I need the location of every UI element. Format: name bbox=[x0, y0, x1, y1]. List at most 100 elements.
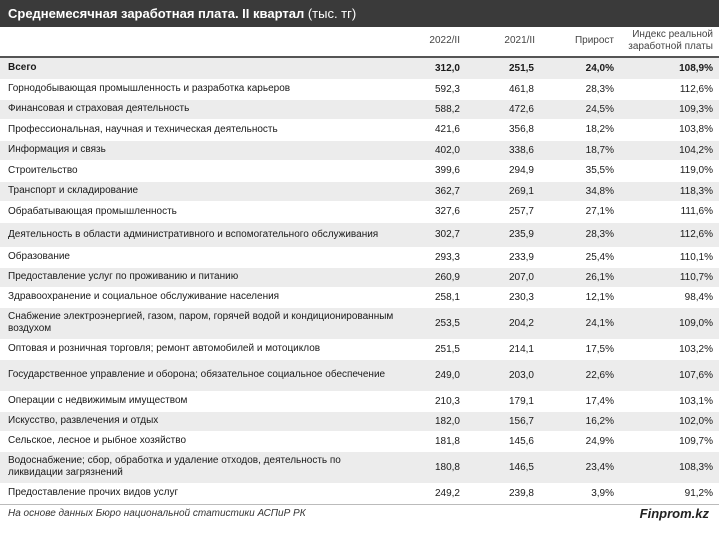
table-title: Среднемесячная заработная плата. II квар… bbox=[0, 0, 719, 27]
real-wage-index-cell: 112,6% bbox=[620, 79, 719, 100]
real-wage-index-cell: 103,1% bbox=[620, 391, 719, 412]
table-row: Предоставление услуг по проживанию и пит… bbox=[0, 267, 719, 288]
value-2022-cell: 421,6 bbox=[400, 119, 466, 141]
value-2022-cell: 249,0 bbox=[400, 359, 466, 392]
value-2021-cell: 230,3 bbox=[466, 287, 540, 308]
wage-table: Всего 312,0 251,5 24,0% 108,9% Горнодобывающа… bbox=[0, 58, 719, 504]
table-row: Строительство 399,6 294,9 35,5% 119,0% bbox=[0, 160, 719, 182]
header-2022: 2022/II bbox=[429, 35, 460, 46]
table-row: Водоснабжение; сбор, обработка и удалени… bbox=[0, 451, 719, 484]
header-growth: Прирост bbox=[574, 35, 614, 46]
growth-cell: 35,5% bbox=[540, 160, 620, 182]
growth-cell: 23,4% bbox=[540, 451, 620, 484]
industry-cell: Обрабатывающая промышленность bbox=[0, 201, 400, 223]
table-row: Информация и связь 402,0 338,6 18,7% 104,2% bbox=[0, 140, 719, 161]
title-unit: (тыс. тг) bbox=[304, 6, 357, 21]
growth-cell: 22,6% bbox=[540, 359, 620, 392]
real-wage-index-cell: 112,6% bbox=[620, 222, 719, 248]
real-wage-index-cell: 107,6% bbox=[620, 359, 719, 392]
value-2022-cell: 181,8 bbox=[400, 431, 466, 452]
real-wage-index-cell: 109,3% bbox=[620, 99, 719, 120]
title-main: Среднемесячная заработная плата. II квар… bbox=[8, 6, 305, 21]
value-2021-cell: 145,6 bbox=[466, 431, 540, 452]
value-2022-cell: 249,2 bbox=[400, 483, 466, 504]
value-2021-cell: 207,0 bbox=[466, 267, 540, 288]
table-row: Снабжение электроэнергией, газом, паром,… bbox=[0, 307, 719, 340]
industry-cell: Сельское, лесное и рыбное хозяйство bbox=[0, 431, 400, 452]
table-row: Финансовая и страховая деятельность 588,2… bbox=[0, 99, 719, 120]
industry-cell: Операции с недвижимым имуществом bbox=[0, 391, 400, 412]
value-2022-cell: 253,5 bbox=[400, 307, 466, 340]
industry-cell: Транспорт и складирование bbox=[0, 181, 400, 202]
growth-cell: 24,5% bbox=[540, 99, 620, 120]
value-2022-cell: 402,0 bbox=[400, 140, 466, 161]
table-row: Обрабатывающая промышленность 327,6 257,7 2… bbox=[0, 201, 719, 223]
value-2021-cell: 179,1 bbox=[466, 391, 540, 412]
industry-cell: Здравоохранение и социальное обслуживани… bbox=[0, 287, 400, 308]
value-2021-cell: 294,9 bbox=[466, 160, 540, 182]
real-wage-index-cell: 91,2% bbox=[620, 483, 719, 504]
real-wage-index-cell: 103,2% bbox=[620, 339, 719, 360]
real-wage-index-cell: 103,8% bbox=[620, 119, 719, 141]
header-real-wage-index: Индекс реальной заработной платы bbox=[628, 29, 713, 52]
growth-cell: 28,3% bbox=[540, 222, 620, 248]
industry-cell: Образование bbox=[0, 247, 400, 268]
industry-cell: Финансовая и страховая деятельность bbox=[0, 99, 400, 120]
value-2021-cell: 356,8 bbox=[466, 119, 540, 141]
growth-cell: 27,1% bbox=[540, 201, 620, 223]
brand-logo: Finprom.kz bbox=[639, 505, 709, 521]
header-2021: 2021/II bbox=[504, 35, 535, 46]
table-row: Оптовая и розничная торговля; ремонт авт… bbox=[0, 339, 719, 360]
industry-cell: Всего bbox=[0, 58, 400, 80]
real-wage-index-cell: 109,7% bbox=[620, 431, 719, 452]
industry-cell: Государственное управление и оборона; об… bbox=[0, 359, 400, 392]
value-2021-cell: 146,5 bbox=[466, 451, 540, 484]
value-2021-cell: 156,7 bbox=[466, 411, 540, 432]
column-header-row: 2022/II 2021/II Прирост Индекс реальной … bbox=[0, 27, 719, 58]
real-wage-index-cell: 108,9% bbox=[620, 58, 719, 80]
table-row: Профессиональная, научная и техническая … bbox=[0, 119, 719, 141]
value-2022-cell: 362,7 bbox=[400, 181, 466, 202]
table-row: Здравоохранение и социальное обслуживани… bbox=[0, 287, 719, 308]
value-2021-cell: 233,9 bbox=[466, 247, 540, 268]
industry-cell: Искусство, развлечения и отдых bbox=[0, 411, 400, 432]
value-2022-cell: 312,0 bbox=[400, 58, 466, 80]
value-2021-cell: 257,7 bbox=[466, 201, 540, 223]
growth-cell: 26,1% bbox=[540, 267, 620, 288]
industry-cell: Горнодобывающая промышленность и разрабо… bbox=[0, 79, 400, 100]
table-row: Предоставление прочих видов услуг 249,2 23… bbox=[0, 483, 719, 504]
real-wage-index-cell: 98,4% bbox=[620, 287, 719, 308]
footer: На основе данных Бюро национальной стати… bbox=[0, 503, 719, 525]
growth-cell: 3,9% bbox=[540, 483, 620, 504]
value-2021-cell: 214,1 bbox=[466, 339, 540, 360]
value-2021-cell: 204,2 bbox=[466, 307, 540, 340]
value-2022-cell: 182,0 bbox=[400, 411, 466, 432]
real-wage-index-cell: 118,3% bbox=[620, 181, 719, 202]
real-wage-index-cell: 110,7% bbox=[620, 267, 719, 288]
table-row: Государственное управление и оборона; об… bbox=[0, 359, 719, 392]
real-wage-index-cell: 109,0% bbox=[620, 307, 719, 340]
growth-cell: 12,1% bbox=[540, 287, 620, 308]
industry-cell: Профессиональная, научная и техническая … bbox=[0, 119, 400, 141]
growth-cell: 28,3% bbox=[540, 79, 620, 100]
source-note: На основе данных Бюро национальной стати… bbox=[8, 507, 306, 519]
value-2022-cell: 588,2 bbox=[400, 99, 466, 120]
growth-cell: 24,1% bbox=[540, 307, 620, 340]
growth-cell: 18,2% bbox=[540, 119, 620, 141]
real-wage-index-cell: 108,3% bbox=[620, 451, 719, 484]
table-row: Операции с недвижимым имуществом 210,3 179… bbox=[0, 391, 719, 412]
industry-cell: Снабжение электроэнергией, газом, паром,… bbox=[0, 307, 400, 340]
value-2021-cell: 472,6 bbox=[466, 99, 540, 120]
growth-cell: 17,4% bbox=[540, 391, 620, 412]
table-row: Сельское, лесное и рыбное хозяйство 181,8… bbox=[0, 431, 719, 452]
value-2021-cell: 235,9 bbox=[466, 222, 540, 248]
table-row: Всего 312,0 251,5 24,0% 108,9% bbox=[0, 58, 719, 80]
growth-cell: 18,7% bbox=[540, 140, 620, 161]
value-2021-cell: 239,8 bbox=[466, 483, 540, 504]
real-wage-index-cell: 111,6% bbox=[620, 201, 719, 223]
value-2021-cell: 251,5 bbox=[466, 58, 540, 80]
value-2022-cell: 327,6 bbox=[400, 201, 466, 223]
table-row: Деятельность в области административного… bbox=[0, 222, 719, 248]
industry-cell: Строительство bbox=[0, 160, 400, 182]
value-2021-cell: 338,6 bbox=[466, 140, 540, 161]
